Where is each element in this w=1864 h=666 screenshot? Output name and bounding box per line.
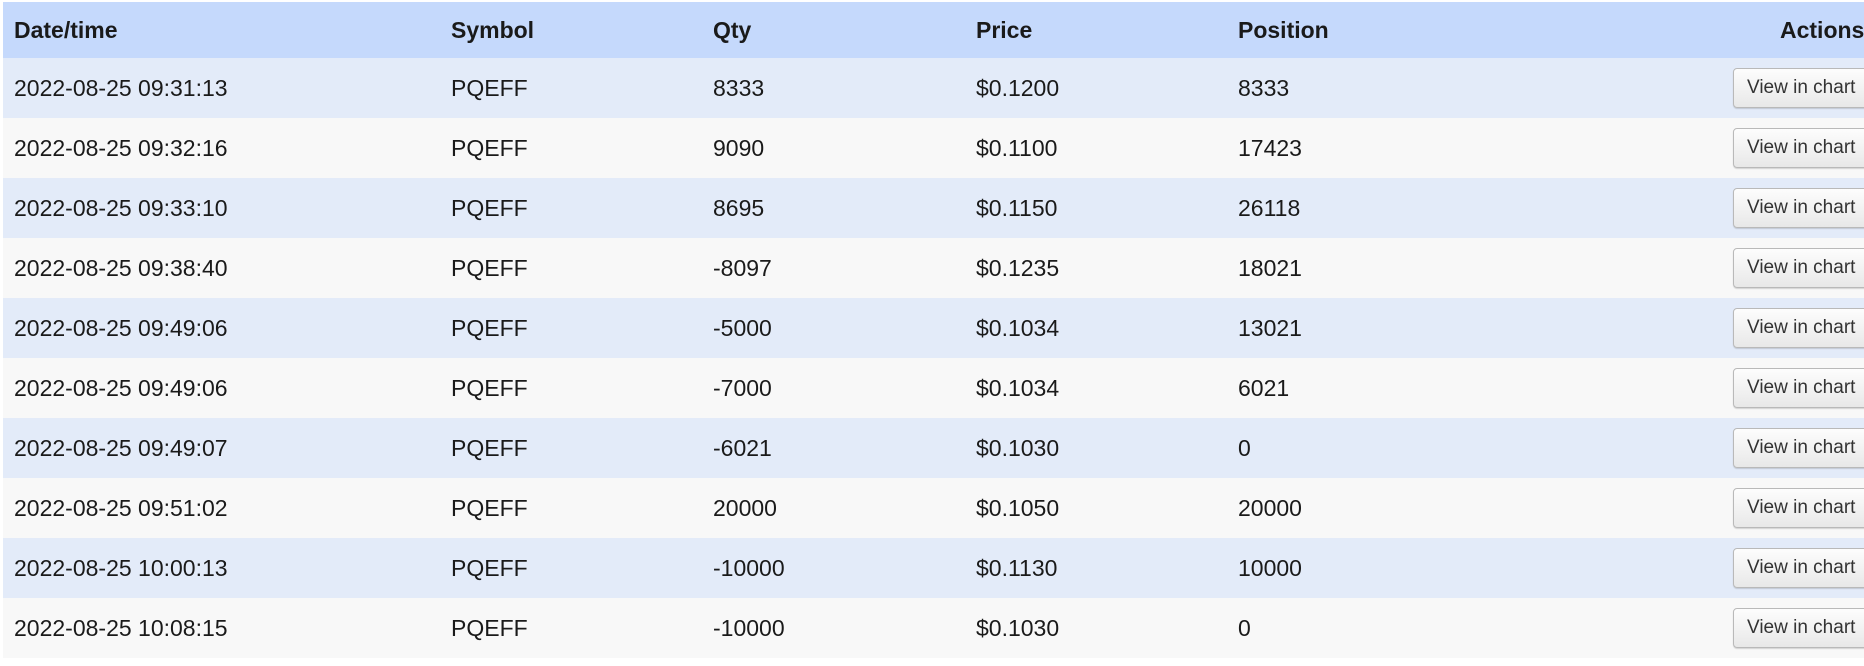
cell-price: $0.1130	[976, 554, 1058, 581]
header-datetime[interactable]: Date/time	[14, 16, 118, 43]
cell-price: $0.1034	[976, 314, 1060, 341]
cell-symbol: PQEFF	[451, 614, 528, 641]
table-row: 2022-08-25 10:00:13 PQEFF -10000 $0.1130 100…	[3, 538, 1864, 598]
cell-qty: -8097	[713, 254, 772, 281]
cell-symbol: PQEFF	[451, 254, 528, 281]
cell-qty: 20000	[713, 494, 777, 521]
cell-price: $0.1050	[976, 494, 1060, 521]
cell-qty: -5000	[713, 314, 772, 341]
cell-position: 18021	[1238, 254, 1302, 281]
cell-position: 6021	[1238, 374, 1290, 401]
view-in-chart-button[interactable]: View in chart	[1733, 608, 1864, 648]
cell-price: $0.1150	[976, 194, 1058, 221]
cell-position: 0	[1238, 434, 1251, 461]
cell-position: 10000	[1238, 554, 1302, 581]
header-actions: Actions	[1780, 16, 1864, 43]
view-in-chart-button[interactable]: View in chart	[1733, 548, 1864, 588]
cell-position: 20000	[1238, 494, 1302, 521]
cell-qty: 8695	[713, 194, 765, 221]
cell-qty: -10000	[713, 554, 785, 581]
table-row: 2022-08-25 09:31:13 PQEFF 8333 $0.1200 8333 V…	[3, 58, 1864, 118]
view-in-chart-button[interactable]: View in chart	[1733, 488, 1864, 528]
cell-datetime: 2022-08-25 09:49:06	[14, 374, 228, 401]
cell-datetime: 2022-08-25 10:08:15	[14, 614, 228, 641]
cell-price: $0.1235	[976, 254, 1060, 281]
cell-symbol: PQEFF	[451, 314, 528, 341]
cell-symbol: PQEFF	[451, 494, 528, 521]
view-in-chart-button[interactable]: View in chart	[1733, 68, 1864, 108]
cell-datetime: 2022-08-25 09:51:02	[14, 494, 228, 521]
cell-position: 26118	[1238, 194, 1301, 221]
header-qty[interactable]: Qty	[713, 16, 752, 43]
table-row: 2022-08-25 10:08:15 PQEFF -10000 $0.1030 0 Vi…	[3, 598, 1864, 658]
cell-datetime: 2022-08-25 09:49:07	[14, 434, 228, 461]
view-in-chart-button[interactable]: View in chart	[1733, 128, 1864, 168]
table-row: 2022-08-25 09:33:10 PQEFF 8695 $0.1150 26118…	[3, 178, 1864, 238]
cell-position: 8333	[1238, 74, 1290, 101]
cell-qty: -7000	[713, 374, 772, 401]
table-row: 2022-08-25 09:49:06 PQEFF -5000 $0.1034 1302…	[3, 298, 1864, 358]
view-in-chart-button[interactable]: View in chart	[1733, 428, 1864, 468]
cell-datetime: 2022-08-25 09:32:16	[14, 134, 228, 161]
view-in-chart-button[interactable]: View in chart	[1733, 188, 1864, 228]
cell-price: $0.1034	[976, 374, 1060, 401]
cell-price: $0.1030	[976, 614, 1060, 641]
cell-symbol: PQEFF	[451, 134, 528, 161]
view-in-chart-button[interactable]: View in chart	[1733, 248, 1864, 288]
cell-symbol: PQEFF	[451, 374, 528, 401]
cell-qty: 8333	[713, 74, 765, 101]
cell-symbol: PQEFF	[451, 434, 528, 461]
cell-datetime: 2022-08-25 09:33:10	[14, 194, 228, 221]
cell-position: 0	[1238, 614, 1251, 641]
table-row: 2022-08-25 09:51:02 PQEFF 20000 $0.1050 2000…	[3, 478, 1864, 538]
cell-datetime: 2022-08-25 09:49:06	[14, 314, 228, 341]
table-row: 2022-08-25 09:38:40 PQEFF -8097 $0.1235 1802…	[3, 238, 1864, 298]
cell-datetime: 2022-08-25 10:00:13	[14, 554, 228, 581]
view-in-chart-button[interactable]: View in chart	[1733, 368, 1864, 408]
table-row: 2022-08-25 09:49:06 PQEFF -7000 $0.1034 6021…	[3, 358, 1864, 418]
view-in-chart-button[interactable]: View in chart	[1733, 308, 1864, 348]
cell-datetime: 2022-08-25 09:31:13	[14, 74, 228, 101]
cell-symbol: PQEFF	[451, 74, 528, 101]
cell-symbol: PQEFF	[451, 554, 528, 581]
header-symbol[interactable]: Symbol	[451, 16, 535, 43]
cell-price: $0.1100	[976, 134, 1058, 161]
header-position[interactable]: Position	[1238, 16, 1329, 43]
cell-datetime: 2022-08-25 09:38:40	[14, 254, 228, 281]
table-row: 2022-08-25 09:32:16 PQEFF 9090 $0.1100 17423…	[3, 118, 1864, 178]
cell-price: $0.1030	[976, 434, 1060, 461]
cell-qty: 9090	[713, 134, 765, 161]
cell-qty: -10000	[713, 614, 785, 641]
cell-position: 17423	[1238, 134, 1302, 161]
cell-symbol: PQEFF	[451, 194, 528, 221]
table-body: 2022-08-25 09:31:13 PQEFF 8333 $0.1200 8333 V…	[3, 58, 1864, 658]
cell-qty: -6021	[713, 434, 772, 461]
header-price[interactable]: Price	[976, 16, 1033, 43]
trades-table: Date/time Symbol Qty Price Position Acti…	[3, 2, 1864, 658]
table-header: Date/time Symbol Qty Price Position Acti…	[3, 2, 1864, 58]
table-row: 2022-08-25 09:49:07 PQEFF -6021 $0.1030 0 Vie…	[3, 418, 1864, 478]
cell-position: 13021	[1238, 314, 1302, 341]
cell-price: $0.1200	[976, 74, 1060, 101]
